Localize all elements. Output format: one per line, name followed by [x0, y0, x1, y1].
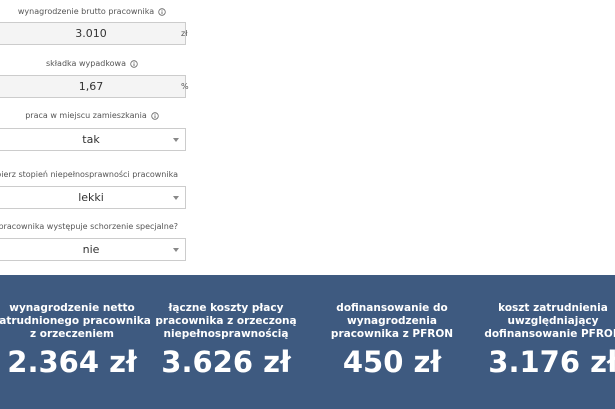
select[interactable]: lekki — [0, 186, 186, 209]
result-value: 3.626 zł — [161, 345, 291, 379]
field-label-row: praca w miejscu zamieszkania — [0, 111, 184, 120]
field-label: wybierz stopień niepełnosprawności praco… — [0, 170, 178, 179]
unit: zł — [181, 29, 188, 38]
input[interactable]: 1,67 — [0, 75, 186, 98]
field-value: 3.010 — [75, 27, 107, 40]
input[interactable]: 3.010 — [0, 22, 186, 45]
dropdown-arrow — [173, 196, 179, 200]
result: koszt zatrudnienia uwzględniający dofina… — [473, 301, 615, 379]
results-panel: wynagrodzenie netto zatrudnionego pracow… — [0, 275, 615, 409]
result-label: łączne koszty płacy pracownika z orzeczo… — [155, 302, 297, 340]
field-label: wynagrodzenie brutto pracownika — [17, 7, 155, 16]
field-label-row: zy u pracownika występuje schorzenie spe… — [0, 222, 182, 231]
result: łączne koszty płacy pracownika z orzeczo… — [146, 301, 306, 379]
field-value: 1,67 — [78, 80, 104, 93]
field-label: zy u pracownika występuje schorzenie spe… — [0, 222, 178, 231]
info-icon[interactable] — [151, 111, 159, 120]
field-value: tak — [82, 133, 100, 146]
result-label: koszt zatrudnienia uwzględniający dofina… — [484, 302, 615, 340]
field-label-row: wynagrodzenie brutto pracownika — [0, 7, 184, 16]
field-label-row: składka wypadkowa — [0, 59, 184, 68]
result-label: wynagrodzenie netto zatrudnionego pracow… — [0, 302, 151, 340]
dropdown-arrow — [173, 248, 179, 252]
field-label: składka wypadkowa — [45, 59, 126, 68]
info-icon[interactable] — [130, 59, 138, 68]
field-label: praca w miejscu zamieszkania — [25, 111, 147, 120]
select[interactable]: nie — [0, 238, 186, 261]
field-value: lekki — [78, 191, 104, 204]
result-value: 450 zł — [342, 345, 442, 379]
field-value: nie — [82, 243, 100, 256]
result-value: 2.364 zł — [7, 345, 137, 379]
select[interactable]: tak — [0, 128, 186, 151]
result-label: dofinansowanie do wynagrodzenia pracowni… — [330, 302, 454, 340]
info-icon[interactable] — [158, 7, 166, 16]
result: dofinansowanie do wynagrodzenia pracowni… — [312, 301, 472, 379]
result: wynagrodzenie netto zatrudnionego pracow… — [0, 301, 152, 379]
unit: % — [181, 82, 189, 91]
field-label-row: wybierz stopień niepełnosprawności praco… — [0, 170, 182, 179]
result-value: 3.176 zł — [488, 345, 615, 379]
dropdown-arrow — [173, 138, 179, 142]
